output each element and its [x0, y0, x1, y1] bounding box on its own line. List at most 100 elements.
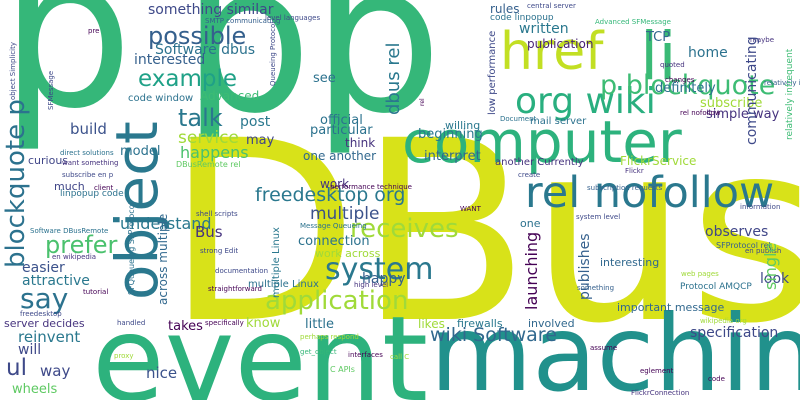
word-rel-nofollow: rel nofollow — [525, 168, 775, 218]
word-strong-edit: strong Edit — [200, 247, 239, 255]
word-way: way — [40, 362, 71, 380]
word-en-wikipedia: en wikipedia — [52, 253, 97, 261]
word-interested: interested — [134, 52, 206, 68]
word-think: think — [345, 136, 376, 150]
word-written: written — [519, 21, 569, 37]
word-blockquote-p: blockquote p — [1, 99, 31, 268]
word-specifically: specifically — [205, 319, 244, 327]
word-high-level: high level — [354, 281, 389, 289]
word-interpret: interpret — [424, 149, 481, 164]
word-publication: publication — [527, 37, 594, 51]
word-official: official — [320, 113, 363, 128]
word-publishes: publishes — [577, 233, 593, 301]
word-system-level: system level — [576, 213, 621, 221]
word-attractive: attractive — [22, 273, 90, 289]
word-pp: pp — [182, 0, 443, 159]
word-willing: willing — [445, 119, 481, 132]
word-freedesktop-org: freedesktop org — [255, 184, 406, 206]
word-important-message: important message — [617, 301, 725, 314]
word-receives: receives — [350, 214, 459, 244]
word-shell-scripts: shell scripts — [196, 210, 238, 218]
word-one: one — [520, 217, 541, 230]
word-create: create — [518, 171, 541, 179]
word-happy: happy — [362, 271, 406, 287]
word-launching: launching — [522, 231, 541, 310]
word-little: little — [305, 317, 335, 332]
word-dbus: DBus — [166, 87, 800, 378]
word-level-languages: level languages — [265, 14, 321, 22]
word-look: look — [760, 271, 790, 287]
word-dbus-rel: dbus rel — [383, 42, 404, 115]
word-service: service — [178, 128, 239, 148]
word-want-something: want something — [62, 159, 119, 167]
word-multiple: multiple — [310, 204, 380, 224]
word-likes: likes — [418, 317, 445, 331]
word-system: system — [325, 252, 434, 287]
word-something: something — [577, 284, 615, 292]
word-understand: understand — [120, 214, 212, 233]
word-queueing-protocol: Queueing Protocol — [269, 21, 277, 86]
word-home: home — [688, 45, 728, 61]
word-smtp-communicating: SMTP communicating — [205, 17, 281, 25]
word-handled: handled — [117, 319, 146, 327]
word-specification: specification — [690, 325, 779, 341]
word-happens: happens — [180, 143, 249, 162]
word-much: much — [54, 180, 85, 193]
word-example: example — [138, 66, 237, 92]
word-beginning: beginning — [418, 127, 483, 142]
word-org-wiki: org wiki — [515, 81, 656, 122]
word-mail-server: mail server — [530, 116, 587, 127]
word-nice: nice — [146, 364, 178, 382]
word-particular: particular — [310, 123, 373, 138]
word-low-performance: low performance — [487, 30, 498, 115]
word-message-queueing: Message Queueing — [300, 222, 367, 230]
word-client: client — [94, 184, 114, 192]
word-software-dbus: Software dbus — [155, 42, 256, 58]
word-li: li — [640, 18, 677, 95]
word-another-currently: another Currently — [495, 157, 584, 168]
word-straightforward: straightforward — [208, 285, 262, 293]
word-one-another: one another — [303, 149, 377, 163]
word-subscribe: subscribe — [700, 96, 763, 111]
word-sfprotocol-rel: SFProtocol rel — [716, 241, 771, 250]
word-rel: rel — [419, 98, 426, 106]
word-tutorial: tutorial — [83, 288, 109, 296]
word-en-publish: en publish — [745, 247, 782, 255]
word-tcp: TCP — [646, 30, 671, 45]
word-software-dbusremote: Software DBusRemote — [30, 227, 109, 235]
word-advanced: Advanced — [200, 89, 260, 103]
word-direct-solutions: direct solutions — [60, 149, 114, 157]
word-model: model — [120, 144, 161, 159]
word-p-blockquote: p blockquote — [600, 70, 776, 101]
word-flickr: Flickr — [625, 167, 644, 175]
word-code-window: code window — [128, 93, 194, 104]
word-freedesktop: freedesktop — [20, 310, 62, 318]
word-possible: possible — [148, 22, 247, 50]
word-object-simplicity: object Simplicity — [9, 41, 17, 100]
word-code-linpopup: code linpopup — [490, 13, 554, 23]
word-takes: takes — [168, 319, 203, 334]
word-easier: easier — [22, 260, 65, 276]
word-may: may — [246, 133, 275, 148]
word-single: single — [761, 242, 780, 290]
word-c-apis: C APIs — [330, 365, 355, 374]
word-event: event — [92, 290, 429, 400]
word-web-pages: web pages — [681, 270, 719, 278]
word-work-across: work across — [315, 247, 381, 260]
word-will: will — [18, 342, 42, 358]
word-sfmessage: SFMessage — [47, 70, 55, 110]
word-central-server: central server — [527, 2, 576, 10]
word-assume: assume — [590, 344, 618, 352]
word-ul: ul — [6, 355, 27, 381]
word-maybe: maybe — [750, 36, 775, 44]
word-relatively-infrequent: relatively infrequent — [764, 79, 800, 87]
word-href: href — [500, 22, 604, 82]
word-pre: pre — [88, 27, 100, 35]
word-work: work — [320, 177, 350, 191]
word-documentation: documentation — [215, 267, 269, 275]
word-say: say — [20, 282, 69, 315]
word-wheels: wheels — [12, 382, 58, 397]
word-post: post — [240, 114, 271, 130]
word-p: p — [0, 0, 134, 155]
word-proxy: proxy — [114, 352, 134, 360]
